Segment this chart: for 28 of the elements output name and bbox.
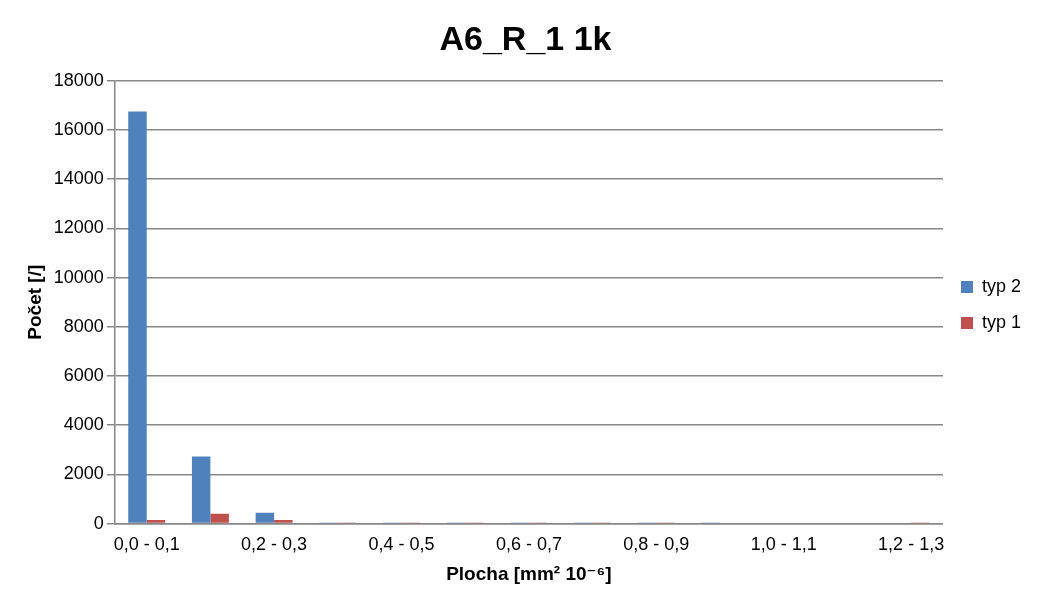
legend-label: typ 1 [981,311,1022,332]
x-tick-label: 0,2 - 0,3 [241,534,308,555]
bar [128,111,147,523]
bar [255,512,275,523]
y-tick-label: 14000 [53,168,104,189]
y-tick-label: 0 [93,512,104,533]
x-tick-label: 0,6 - 0,7 [495,534,562,555]
bar [210,513,229,523]
legend-label: typ 2 [981,275,1022,296]
y-tick-label: 8000 [63,315,104,336]
y-tick-label: 18000 [53,69,104,90]
y-tick-label: 10000 [53,266,104,287]
chart-title: A6_R_1 1k [439,18,612,57]
x-tick-label: 0,4 - 0,5 [368,534,435,555]
y-tick-label: 4000 [63,414,104,435]
x-tick-label: 1,0 - 1,1 [750,534,817,555]
x-tick-label: 1,2 - 1,3 [878,534,945,555]
bar [274,519,293,523]
y-axis-title: Počet [/] [23,264,45,340]
x-axis-title: Plocha [mm² 10⁻⁶] [446,562,612,584]
x-tick-label: 0,8 - 0,9 [623,534,690,555]
y-tick-label: 6000 [63,364,104,385]
y-tick-label: 16000 [53,118,104,139]
y-tick-label: 12000 [53,217,104,238]
x-tick-label: 0,0 - 0,1 [113,534,180,555]
bar [146,519,166,523]
bar [191,456,211,523]
y-tick-label: 2000 [63,463,104,484]
